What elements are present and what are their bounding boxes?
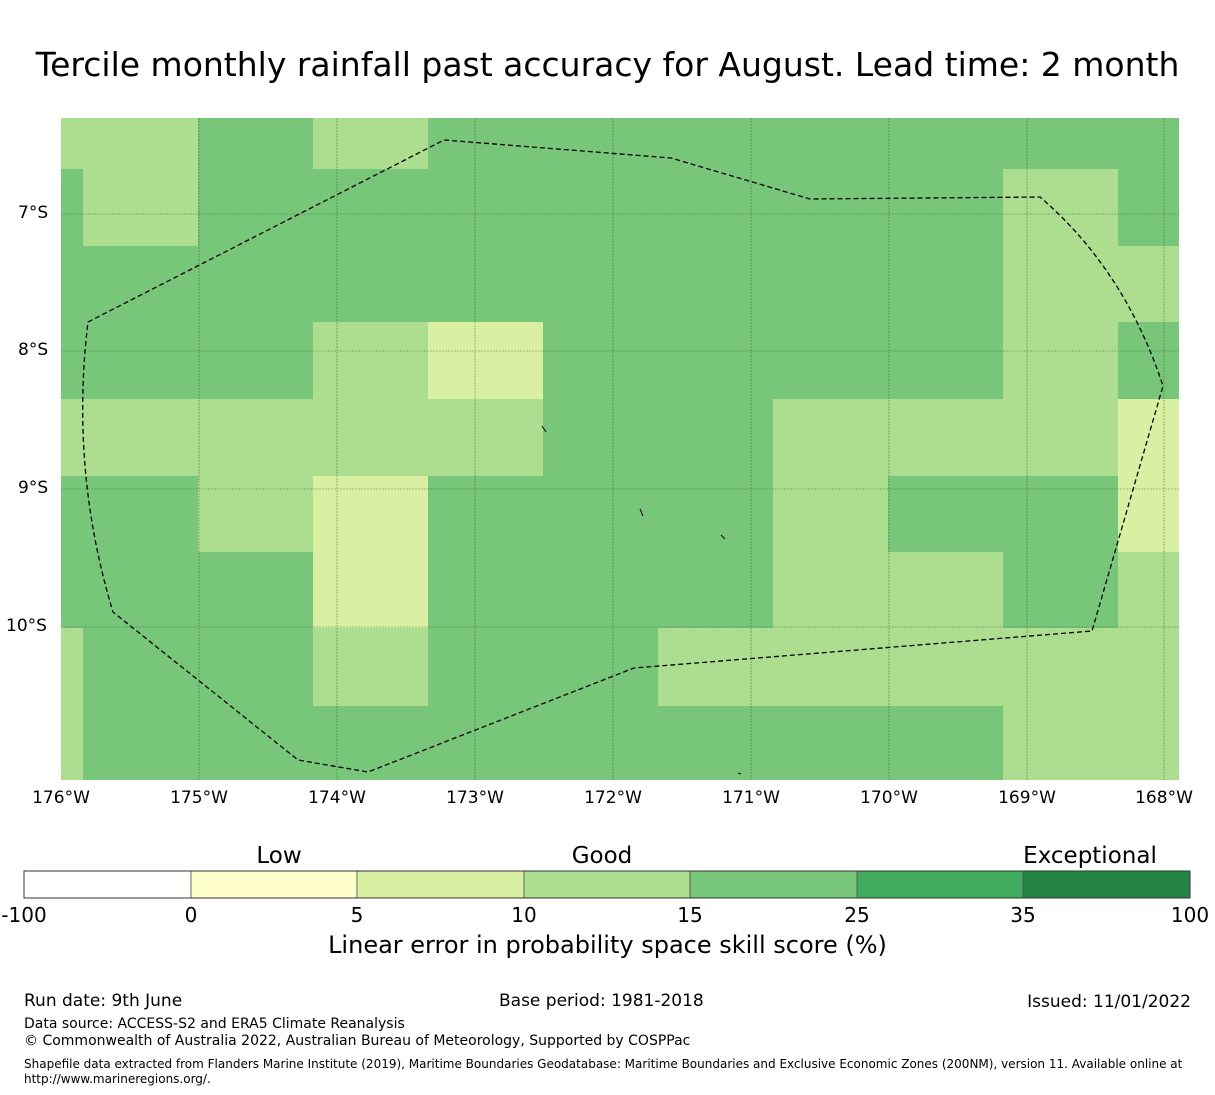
colorbar-segment <box>1022 870 1191 899</box>
lon-label-176w: 176°W <box>32 788 90 808</box>
lat-label-8s: 8°S <box>18 340 49 360</box>
copyright: © Commonwealth of Australia 2022, Austra… <box>24 1033 691 1049</box>
lon-label-175w: 175°W <box>170 788 228 808</box>
colorbar-segment <box>356 870 525 899</box>
colorbar-segment <box>689 870 858 899</box>
grid-cell <box>83 169 198 246</box>
grid-cell <box>773 476 888 628</box>
skill-grid <box>61 118 1179 780</box>
shapefile-credit: Shapefile data extracted from Flanders M… <box>24 1057 1183 1071</box>
page-title: Tercile monthly rainfall past accuracy f… <box>35 45 1180 84</box>
eez-boundary <box>82 139 1164 773</box>
colorbar-category-good: Good <box>571 843 633 869</box>
lon-label-172w: 172°W <box>584 788 642 808</box>
lon-label-169w: 169°W <box>998 788 1056 808</box>
grid-cell <box>313 118 428 169</box>
colorbar-segment <box>856 870 1024 899</box>
grid-cell <box>1118 246 1179 322</box>
island <box>541 425 547 433</box>
grid-cell <box>1003 169 1118 246</box>
run-date: Run date: 9th June <box>24 991 183 1011</box>
lat-label-10s: 10°S <box>6 616 47 636</box>
colorbar-segment <box>523 870 691 899</box>
lon-label-168w: 168°W <box>1135 788 1193 808</box>
lat-label-7s: 7°S <box>18 203 49 223</box>
base-period: Base period: 1981-2018 <box>499 991 704 1011</box>
lon-label-174w: 174°W <box>308 788 366 808</box>
gridlines <box>61 118 1179 780</box>
lat-label-9s: 9°S <box>18 478 49 498</box>
data-source: Data source: ACCESS-S2 and ERA5 Climate … <box>24 1016 405 1032</box>
issued-date: Issued: 11/01/2022 <box>1027 992 1191 1012</box>
islands <box>541 425 742 775</box>
grid-cell <box>1118 399 1179 552</box>
colorbar <box>23 870 1191 899</box>
colorbar-tick: 25 <box>844 903 870 927</box>
colorbar-tick: 100 <box>1170 903 1210 927</box>
grid-cell <box>313 476 428 628</box>
lon-label-170w: 170°W <box>860 788 918 808</box>
grid-cell <box>888 552 1003 628</box>
grid-cell <box>61 628 83 780</box>
grid-cell <box>61 118 198 169</box>
colorbar-tick: 0 <box>184 903 198 927</box>
colorbar-tick: 35 <box>1010 903 1036 927</box>
lon-label-173w: 173°W <box>446 788 504 808</box>
grid-cell <box>1003 246 1118 399</box>
colorbar-segment <box>23 870 192 899</box>
grid-cell <box>198 476 313 552</box>
grid-cell <box>1118 552 1179 628</box>
colorbar-frame <box>23 870 1191 899</box>
grid-cell <box>61 399 543 476</box>
grid-cell <box>658 628 1179 706</box>
island <box>737 772 742 775</box>
grid-cell <box>313 322 428 399</box>
grid-cell <box>428 322 543 399</box>
colorbar-tick: 15 <box>677 903 703 927</box>
skill-map <box>61 118 1179 780</box>
colorbar-tick: 10 <box>511 903 537 927</box>
colorbar-tick: 5 <box>350 903 364 927</box>
island <box>639 508 644 517</box>
colorbar-category-low: Low <box>256 843 302 869</box>
island <box>720 534 726 540</box>
grid-cell <box>773 399 1118 476</box>
colorbar-category-exceptional: Exceptional <box>1023 843 1157 869</box>
grid-cell <box>1003 706 1179 780</box>
colorbar-tick: -100 <box>1 903 47 927</box>
colorbar-segment <box>190 870 358 899</box>
lon-label-171w: 171°W <box>722 788 780 808</box>
shapefile-url: http://www.marineregions.org/. <box>24 1072 211 1086</box>
grid-cell <box>313 628 428 706</box>
colorbar-label: Linear error in probability space skill … <box>328 931 887 959</box>
